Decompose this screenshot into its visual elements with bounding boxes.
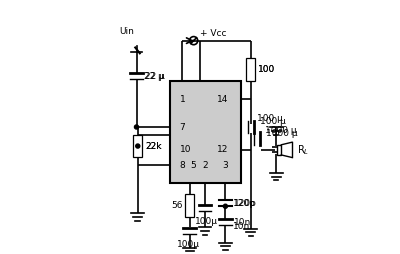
- Text: 120p: 120p: [234, 199, 256, 208]
- Text: 22k: 22k: [145, 141, 161, 151]
- Text: 100 μ: 100 μ: [260, 117, 286, 126]
- Text: 12: 12: [216, 145, 228, 154]
- Text: Uin: Uin: [119, 27, 134, 36]
- Text: 100 μ: 100 μ: [257, 114, 283, 123]
- Text: 7: 7: [180, 122, 186, 132]
- Text: 1000 μ: 1000 μ: [265, 126, 296, 135]
- Text: R$_L$: R$_L$: [297, 143, 309, 157]
- Text: 100μ: 100μ: [177, 240, 200, 249]
- Text: 100μ: 100μ: [195, 217, 218, 226]
- Bar: [133, 135, 142, 157]
- Text: 8: 8: [180, 161, 186, 170]
- Text: 22k: 22k: [145, 141, 161, 151]
- Text: 1: 1: [180, 94, 186, 104]
- Bar: [278, 145, 281, 155]
- Text: 22 μ: 22 μ: [145, 72, 164, 81]
- Text: 5: 5: [190, 161, 196, 170]
- Text: 3: 3: [222, 161, 228, 170]
- Text: 56: 56: [171, 201, 183, 210]
- Bar: [246, 58, 255, 81]
- Text: 14: 14: [216, 94, 228, 104]
- Text: 100: 100: [258, 65, 275, 74]
- Bar: [185, 194, 194, 217]
- Text: 120p: 120p: [233, 199, 256, 208]
- Circle shape: [223, 204, 228, 208]
- Text: + Vcc: + Vcc: [200, 28, 226, 38]
- Circle shape: [134, 125, 138, 129]
- Text: 22 μ: 22 μ: [144, 72, 164, 81]
- Text: 2: 2: [202, 161, 208, 170]
- Bar: [170, 81, 241, 183]
- Text: 1000 μ: 1000 μ: [266, 129, 298, 138]
- Text: 10: 10: [180, 145, 191, 154]
- Text: 100: 100: [258, 65, 275, 74]
- Text: 10n: 10n: [233, 221, 250, 231]
- Text: 10n: 10n: [234, 218, 251, 227]
- Circle shape: [136, 144, 140, 148]
